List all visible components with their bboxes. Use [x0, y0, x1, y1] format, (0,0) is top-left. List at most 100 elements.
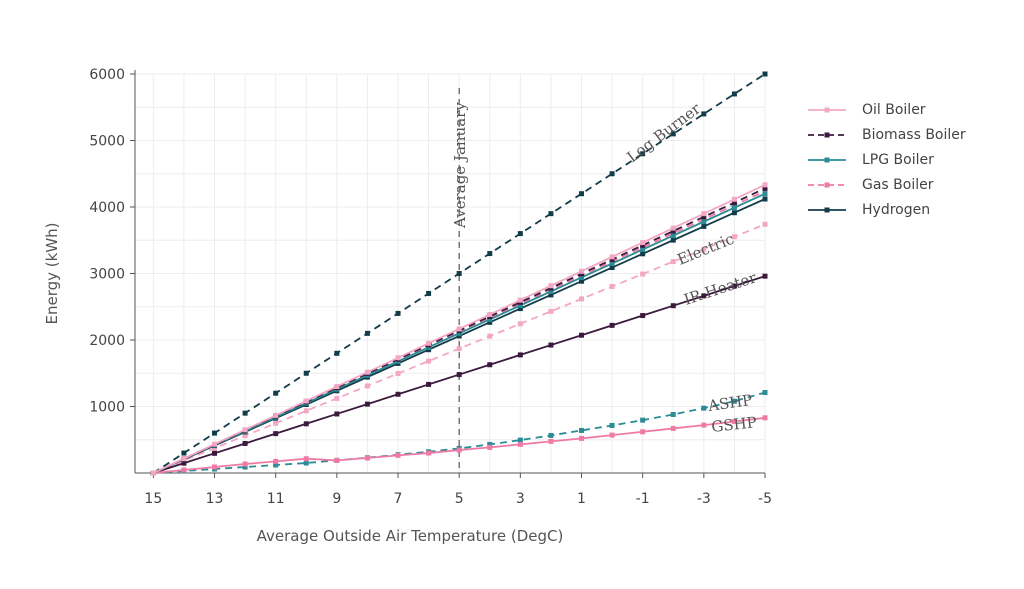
data-point-ashp	[517, 437, 523, 443]
data-point-ashp	[701, 405, 707, 411]
legend-swatch-biomass-boiler	[808, 132, 846, 137]
x-tick-label: 15	[144, 491, 162, 507]
data-point-electric	[517, 321, 523, 327]
data-point-electric	[273, 420, 279, 426]
data-point-ir-heater	[670, 303, 676, 309]
data-point-ashp	[640, 417, 646, 423]
data-point-ashp	[731, 398, 737, 404]
data-point-hydrogen	[609, 265, 615, 271]
data-point-gshp	[181, 467, 187, 473]
x-axis-title: Average Outside Air Temperature (DegC)	[257, 527, 564, 545]
data-point-lpg-boiler	[701, 219, 707, 225]
data-point-ir-heater	[426, 381, 432, 387]
data-point-lpg-boiler	[609, 261, 615, 267]
data-point-log-burner	[487, 251, 493, 257]
label-gshp: GSHP	[711, 413, 758, 436]
legend-swatch-hydrogen	[808, 207, 846, 212]
data-point-hydrogen	[456, 333, 462, 339]
data-point-ir-heater	[364, 401, 370, 407]
data-point-gshp	[548, 438, 554, 444]
data-point-electric	[395, 371, 401, 377]
legend-label-gas-boiler: Gas Boiler	[862, 176, 934, 193]
data-point-log-burner	[731, 91, 737, 97]
y-tick-label: 6000	[89, 67, 125, 83]
label-log-burner: Log Burner	[624, 99, 705, 166]
data-point-lpg-boiler	[731, 205, 737, 211]
data-point-oil-boiler	[731, 196, 737, 202]
data-point-oil-boiler	[517, 297, 523, 303]
data-point-lpg-boiler	[517, 302, 523, 308]
data-point-log-burner	[303, 370, 309, 376]
legend-swatch-lpg-boiler	[808, 157, 846, 162]
data-point-log-burner	[212, 430, 218, 436]
data-point-gshp	[640, 429, 646, 435]
legend-item-oil-boiler: Oil Boiler	[808, 97, 966, 122]
data-point-electric	[456, 346, 462, 352]
average-january-label: Average January	[451, 102, 469, 229]
data-point-oil-boiler	[609, 254, 615, 260]
data-point-electric	[701, 246, 707, 252]
data-point-gshp	[303, 456, 309, 462]
data-point-biomass-boiler	[762, 185, 768, 191]
data-point-log-burner	[548, 211, 554, 217]
data-point-log-burner	[670, 131, 676, 137]
data-point-gshp	[517, 441, 523, 447]
x-tick-label: 1	[577, 491, 586, 507]
data-point-gshp	[609, 432, 615, 438]
data-point-gshp	[762, 415, 768, 421]
data-point-electric	[609, 283, 615, 289]
data-point-electric	[426, 358, 432, 364]
data-point-oil-boiler	[395, 355, 401, 361]
data-point-oil-boiler	[212, 441, 218, 447]
data-point-ir-heater	[334, 411, 340, 417]
data-point-log-burner	[364, 330, 370, 336]
chart-legend: Oil Boiler Biomass Boiler LPG Boiler Gas Bo…	[808, 97, 966, 222]
data-point-electric	[303, 408, 309, 414]
data-point-gshp	[456, 447, 462, 453]
data-point-ashp	[487, 441, 493, 447]
data-point-log-burner	[426, 290, 432, 296]
data-point-gshp	[579, 435, 585, 441]
x-tick-label: 5	[455, 491, 464, 507]
data-point-lpg-boiler	[762, 191, 768, 197]
data-point-electric	[242, 433, 248, 439]
data-point-hydrogen	[762, 196, 768, 202]
data-point-ir-heater	[609, 322, 615, 328]
data-point-lpg-boiler	[579, 274, 585, 280]
data-point-ir-heater	[731, 283, 737, 289]
data-point-electric	[670, 259, 676, 265]
data-point-lpg-boiler	[640, 247, 646, 253]
x-tick-label: -3	[697, 491, 711, 507]
data-point-electric	[364, 383, 370, 389]
data-point-ir-heater	[242, 440, 248, 446]
data-point-hydrogen	[548, 292, 554, 298]
data-point-electric	[334, 395, 340, 401]
data-point-ir-heater	[456, 372, 462, 378]
data-point-gshp	[701, 422, 707, 428]
data-point-hydrogen	[487, 319, 493, 325]
data-point-electric	[640, 271, 646, 277]
legend-label-hydrogen: Hydrogen	[862, 201, 931, 218]
data-point-gshp	[273, 458, 279, 464]
data-point-gshp	[395, 452, 401, 458]
data-point-ir-heater	[548, 342, 554, 348]
legend-swatch-gas-boiler	[808, 182, 846, 187]
y-tick-label: 1000	[89, 400, 125, 416]
legend-label-biomass-boiler: Biomass Boiler	[862, 126, 966, 143]
data-point-log-burner	[334, 350, 340, 356]
data-point-oil-boiler	[364, 369, 370, 375]
data-point-oil-boiler	[334, 384, 340, 390]
label-ir-heater: IR Heater	[682, 268, 760, 309]
y-tick-label: 2000	[89, 333, 125, 349]
legend-item-gas-boiler: Gas Boiler	[808, 172, 966, 197]
data-point-oil-boiler	[242, 427, 248, 433]
data-point-gas-boiler	[762, 188, 768, 194]
y-axis-title: Energy (kWh)	[43, 222, 61, 324]
data-point-ir-heater	[273, 431, 279, 437]
data-point-electric	[212, 445, 218, 451]
data-point-ir-heater	[487, 362, 493, 368]
data-point-oil-boiler	[273, 412, 279, 418]
data-point-log-burner	[762, 71, 768, 77]
data-point-ir-heater	[762, 273, 768, 279]
